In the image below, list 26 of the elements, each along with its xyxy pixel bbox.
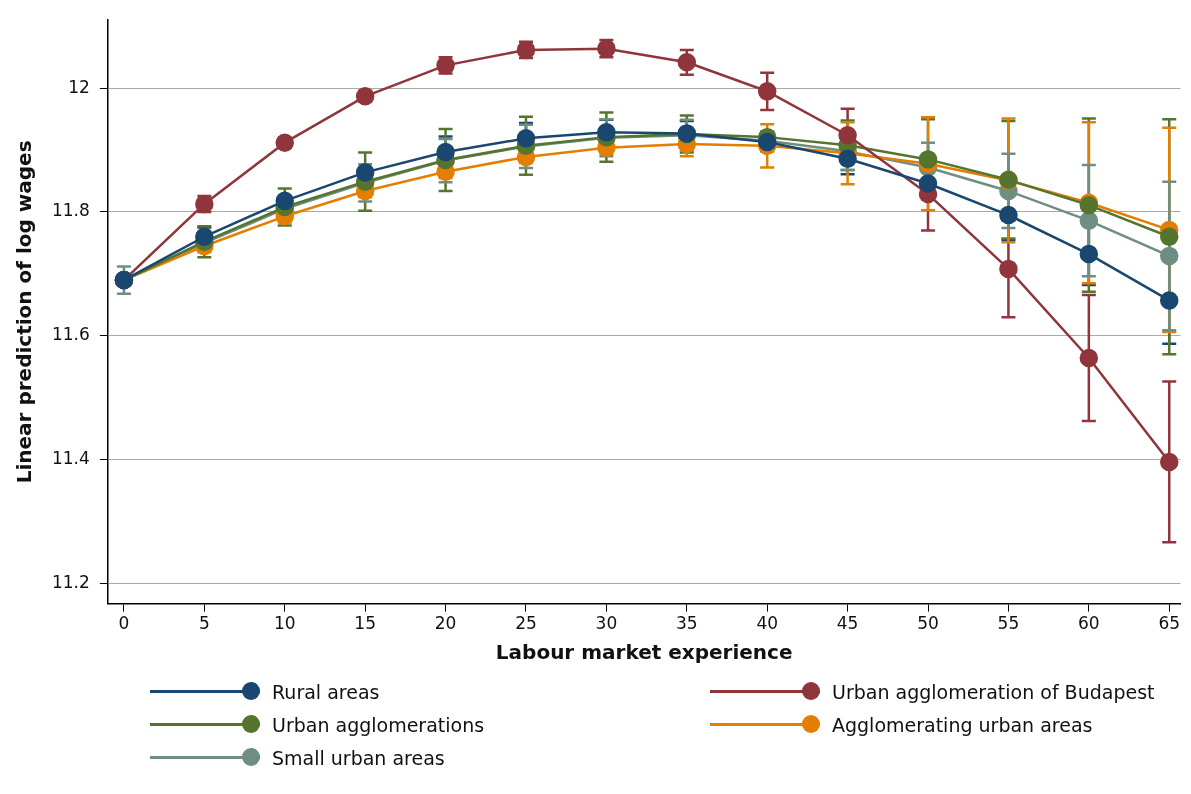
x-tick-label: 35 xyxy=(675,613,698,634)
x-tick-label: 25 xyxy=(515,613,537,634)
x-tick-label: 15 xyxy=(354,613,376,634)
x-tick-label: 50 xyxy=(917,613,939,634)
x-tick-label: 45 xyxy=(836,613,859,634)
x-tick-label: 10 xyxy=(273,613,296,634)
x-tick-label: 65 xyxy=(1158,613,1181,634)
x-tick-label: 5 xyxy=(198,613,210,634)
y-tick-label: 12 xyxy=(68,76,90,97)
y-tick-label: 11.8 xyxy=(51,200,90,221)
legend-label: Rural areas xyxy=(272,680,380,703)
legend-label: Urban agglomerations xyxy=(272,713,485,736)
y-tick-label: 11.4 xyxy=(51,447,90,468)
x-tick-label: 55 xyxy=(997,613,1020,634)
x-axis-title: Labour market experience xyxy=(495,640,793,665)
x-tick-label: 30 xyxy=(595,613,618,634)
legend-label: Urban agglomeration of Budapest xyxy=(832,680,1155,703)
x-tick-label: 0 xyxy=(118,613,130,634)
y-axis-title: Linear prediction of log wages xyxy=(12,140,37,484)
legend-label: Small urban areas xyxy=(272,746,445,769)
y-tick-label: 11.6 xyxy=(51,324,90,345)
x-tick-label: 20 xyxy=(434,613,457,634)
y-tick-label: 11.2 xyxy=(51,571,90,592)
x-tick-label: 60 xyxy=(1078,613,1100,634)
legend-label: Agglomerating urban areas xyxy=(832,713,1093,736)
x-tick-label: 40 xyxy=(756,613,779,634)
